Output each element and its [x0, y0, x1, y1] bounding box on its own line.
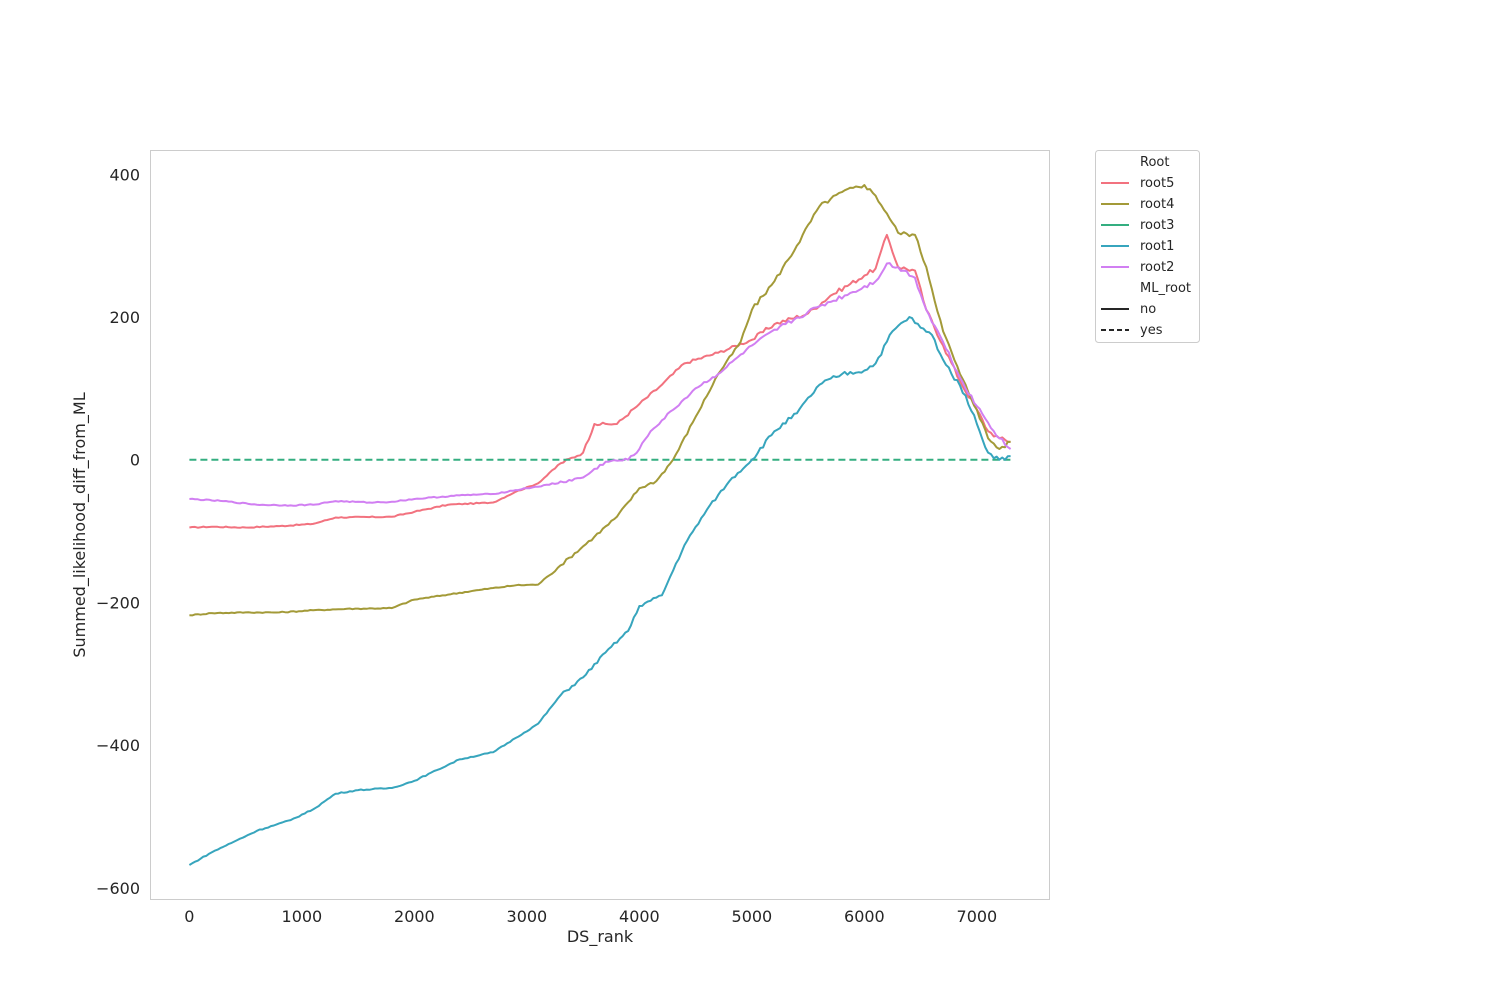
- x-axis-label: DS_rank: [567, 927, 634, 947]
- series-layer: [188, 184, 1012, 866]
- y-tick-label: −600: [96, 879, 140, 898]
- x-tick-label: 2000: [394, 907, 435, 926]
- y-tick-label: 200: [109, 308, 140, 327]
- x-tick-labels: 0 1000 2000 3000 4000 5000 6000 7000: [184, 907, 997, 926]
- x-tick-label: 1000: [282, 907, 323, 926]
- legend-title-root: Root: [1140, 155, 1169, 170]
- x-tick-label: 3000: [507, 907, 548, 926]
- x-tick-label: 4000: [619, 907, 660, 926]
- y-tick-label: 400: [109, 165, 140, 184]
- y-tick-label: −200: [96, 593, 140, 612]
- legend-entry-root1-label: root1: [1140, 239, 1174, 254]
- legend-entry-no-label: no: [1140, 302, 1156, 317]
- series-line-root2: [189, 262, 1012, 507]
- legend-entry-root4-label: root4: [1140, 197, 1174, 212]
- series-line-root4: [189, 184, 1011, 617]
- legend-title-ml-root: ML_root: [1140, 281, 1191, 296]
- x-tick-label: 7000: [957, 907, 998, 926]
- legend-entry-root3-label: root3: [1140, 218, 1174, 233]
- legend-entry-yes-label: yes: [1140, 323, 1163, 338]
- legend-entry-root2-label: root2: [1140, 260, 1174, 275]
- y-tick-label: −400: [96, 736, 140, 755]
- legend-frame: [1095, 150, 1200, 343]
- y-tick-label: 0: [130, 451, 140, 470]
- x-tick-label: 0: [184, 907, 194, 926]
- series-line-root1: [188, 316, 1011, 866]
- y-axis-label: Summed_likelihood_diff_from_ML: [70, 392, 90, 657]
- legend-entry-root5-label: root5: [1140, 176, 1174, 191]
- x-tick-label: 5000: [732, 907, 773, 926]
- y-tick-labels: 400 200 0 −200 −400 −600: [96, 165, 140, 898]
- series-line-root5: [189, 233, 1011, 529]
- x-tick-label: 6000: [844, 907, 885, 926]
- plot-frame: [150, 150, 1050, 900]
